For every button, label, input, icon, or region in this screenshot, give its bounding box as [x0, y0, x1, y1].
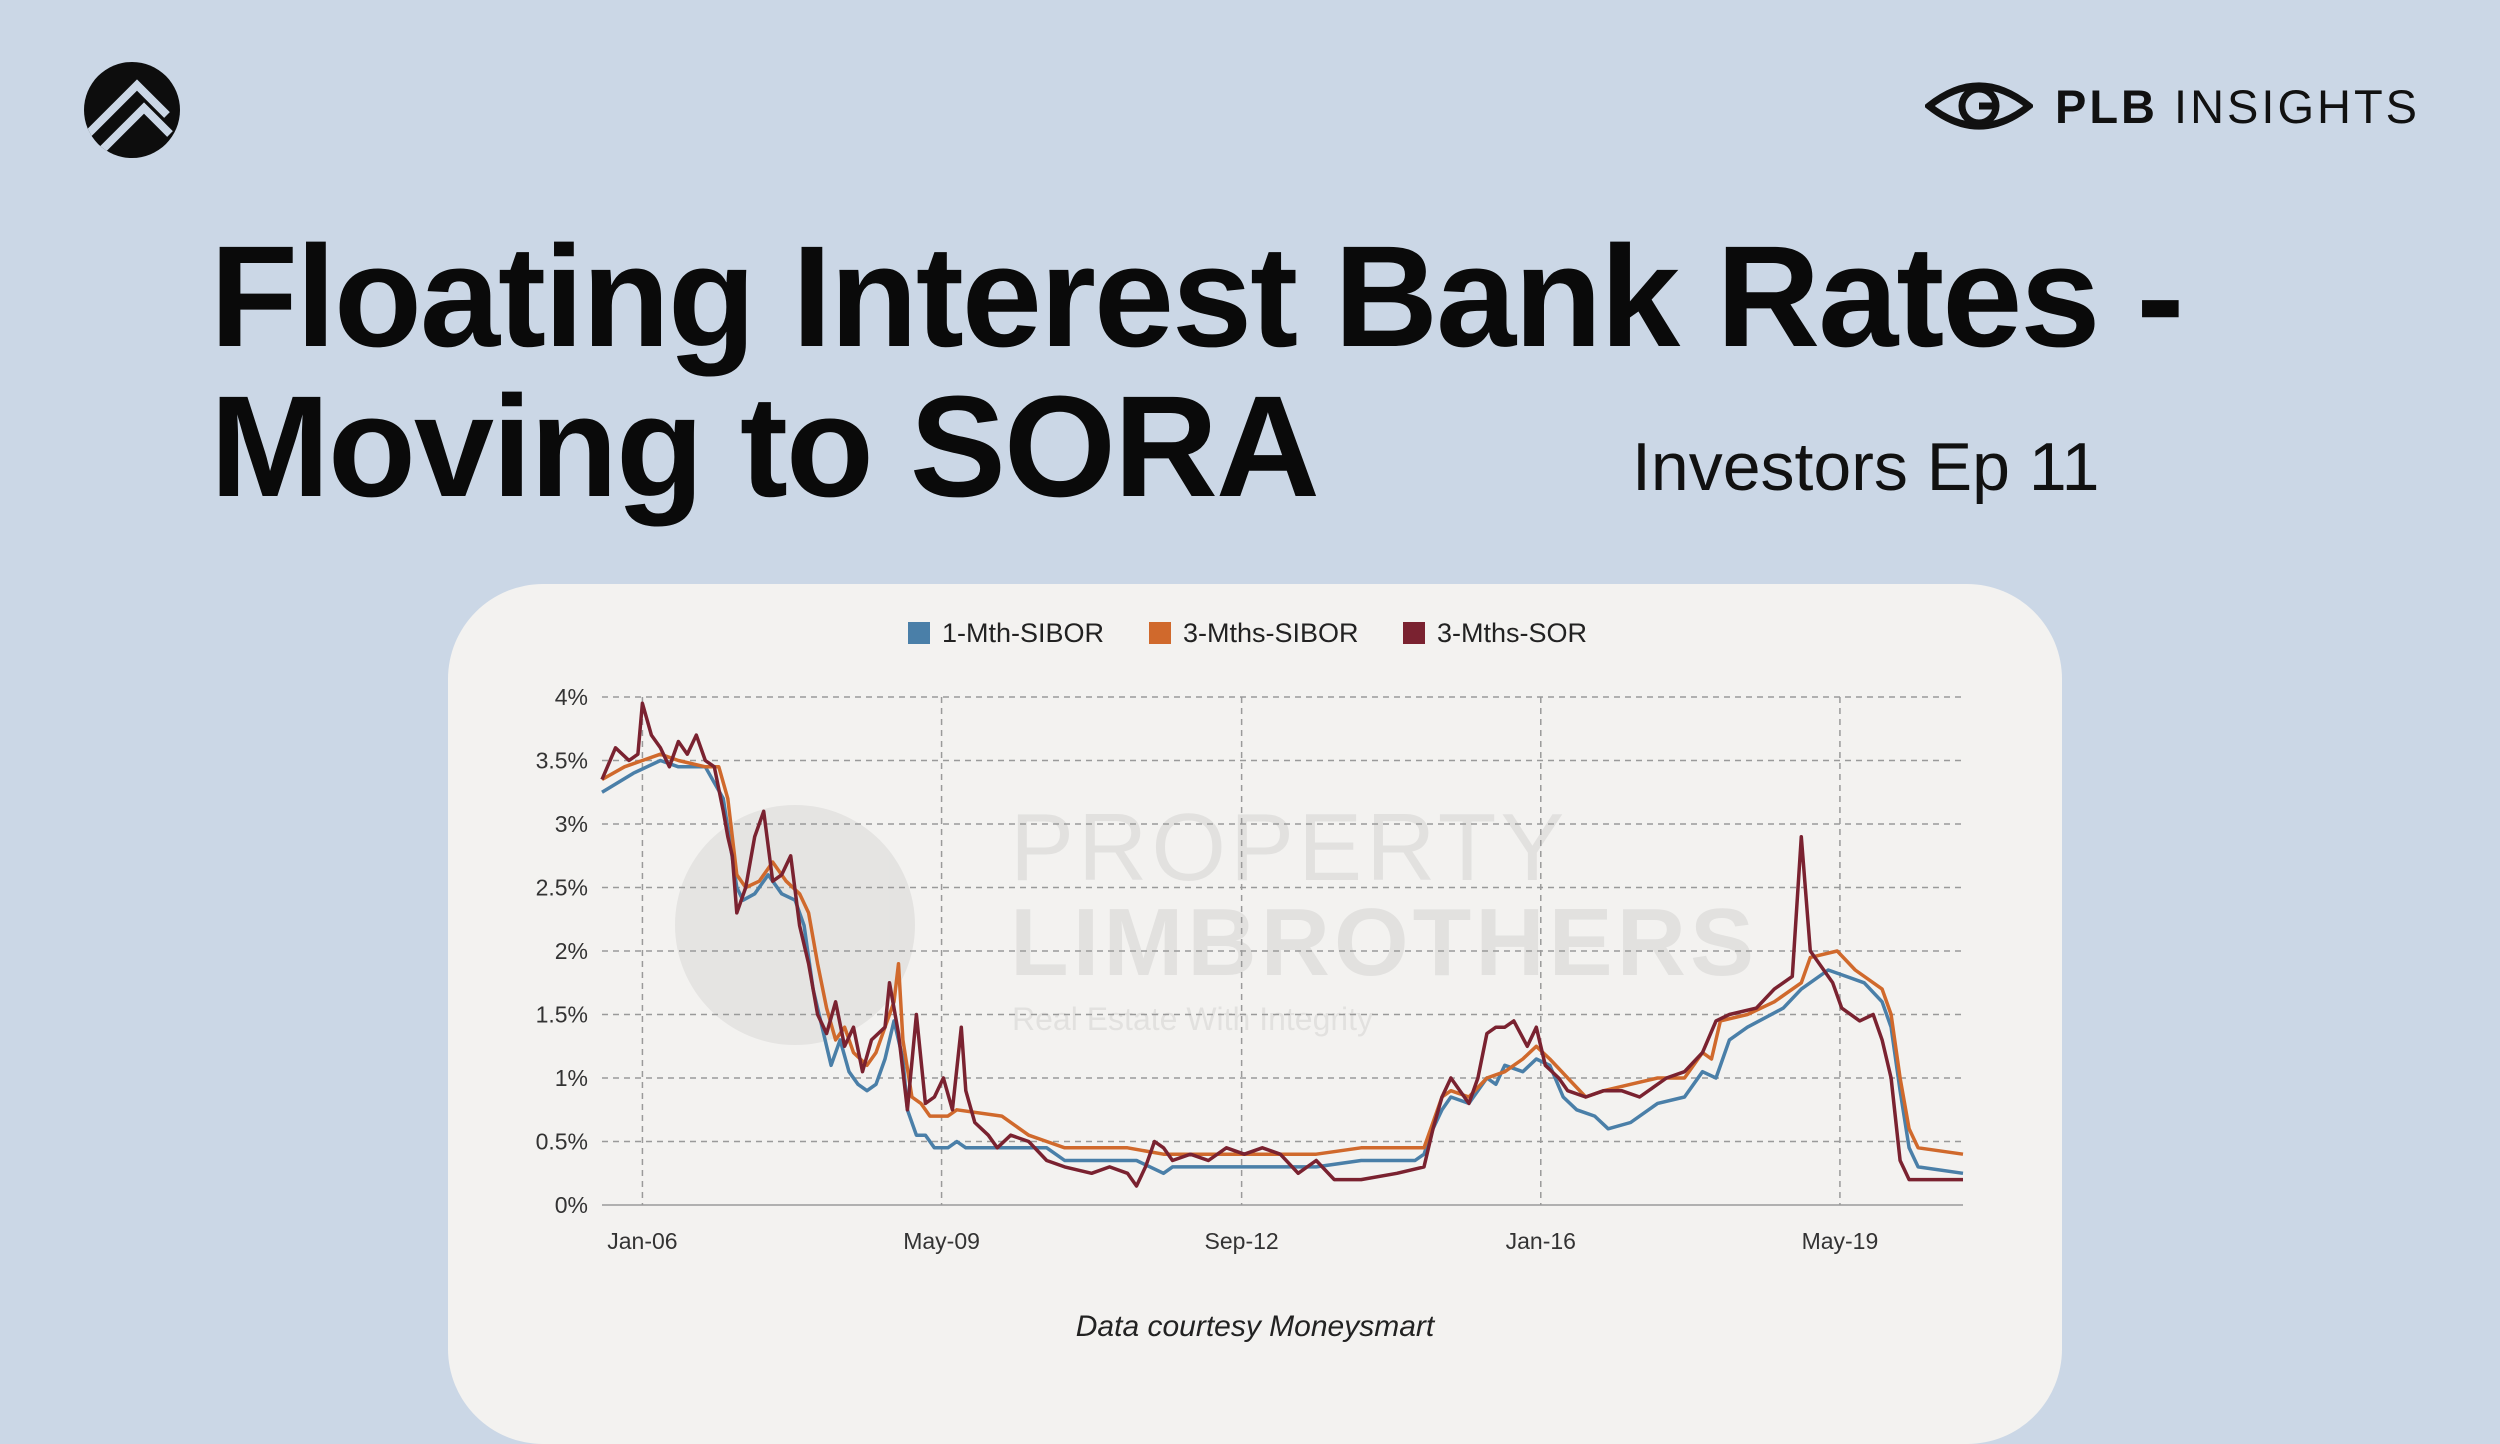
- y-tick-label: 1.5%: [536, 1002, 588, 1028]
- x-tick-label: May-19: [1802, 1228, 1879, 1254]
- legend-swatch: [1149, 622, 1171, 644]
- legend-label: 1-Mth-SIBOR: [942, 618, 1104, 648]
- y-tick-label: 1%: [555, 1065, 588, 1091]
- chart-legend: 1-Mth-SIBOR 3-Mths-SIBOR 3-Mths-SOR: [908, 618, 1587, 648]
- legend-label: 3-Mths-SOR: [1437, 618, 1587, 648]
- legend-label: 3-Mths-SIBOR: [1183, 618, 1359, 648]
- interest-rate-chart: PROPERTY LIMBROTHERS Real Estate With In…: [536, 618, 1964, 1254]
- chart-axes: 0% 0.5% 1% 1.5% 2% 2.5% 3% 3.5% 4% Jan-06 May-09 Se…: [536, 684, 1879, 1254]
- watermark-line-1: PROPERTY: [1010, 794, 1568, 901]
- x-tick-label: Jan-06: [607, 1228, 677, 1254]
- x-tick-label: May-09: [903, 1228, 980, 1254]
- episode-label: Investors Ep 11: [1632, 429, 2100, 505]
- y-tick-label: 0.5%: [536, 1129, 588, 1155]
- y-tick-label: 3.5%: [536, 748, 588, 774]
- watermark-tagline: Real Estate With Integrity: [1012, 1001, 1373, 1037]
- watermark-line-2: LIMBROTHERS: [1010, 889, 1758, 996]
- page-title: Floating Interest Bank Rates - Moving to…: [210, 216, 2184, 527]
- brand-name: PLB INSIGHTS: [2054, 79, 2420, 133]
- brand-logo: PLB INSIGHTS: [1924, 76, 2420, 136]
- watermark-logo: [675, 805, 915, 1045]
- data-source-caption: Data courtesy Moneysmart: [1075, 1310, 1435, 1343]
- series-line-3-mths-sibor: [601, 752, 1964, 1156]
- eye-icon: [1924, 82, 2033, 130]
- series-line-1-mth-sibor: [601, 758, 1964, 1176]
- title-line-2: Moving to SORA: [210, 366, 1320, 527]
- x-tick-label: Sep-12: [1205, 1228, 1279, 1254]
- chart-series: [600, 701, 1964, 1188]
- y-tick-label: 3%: [555, 811, 588, 837]
- series-line-3-mths-sor: [600, 701, 1963, 1188]
- y-tick-label: 4%: [555, 684, 588, 710]
- y-tick-label: 2.5%: [536, 875, 588, 901]
- watermark: PROPERTY LIMBROTHERS Real Estate With In…: [675, 794, 1758, 1045]
- x-tick-label: Jan-16: [1506, 1228, 1576, 1254]
- stacked-chevrons-icon: [84, 62, 180, 158]
- legend-swatch: [908, 622, 930, 644]
- legend-swatch: [1403, 622, 1425, 644]
- title-line-1: Floating Interest Bank Rates -: [210, 216, 2184, 377]
- y-tick-label: 0%: [555, 1192, 588, 1218]
- y-tick-label: 2%: [555, 938, 588, 964]
